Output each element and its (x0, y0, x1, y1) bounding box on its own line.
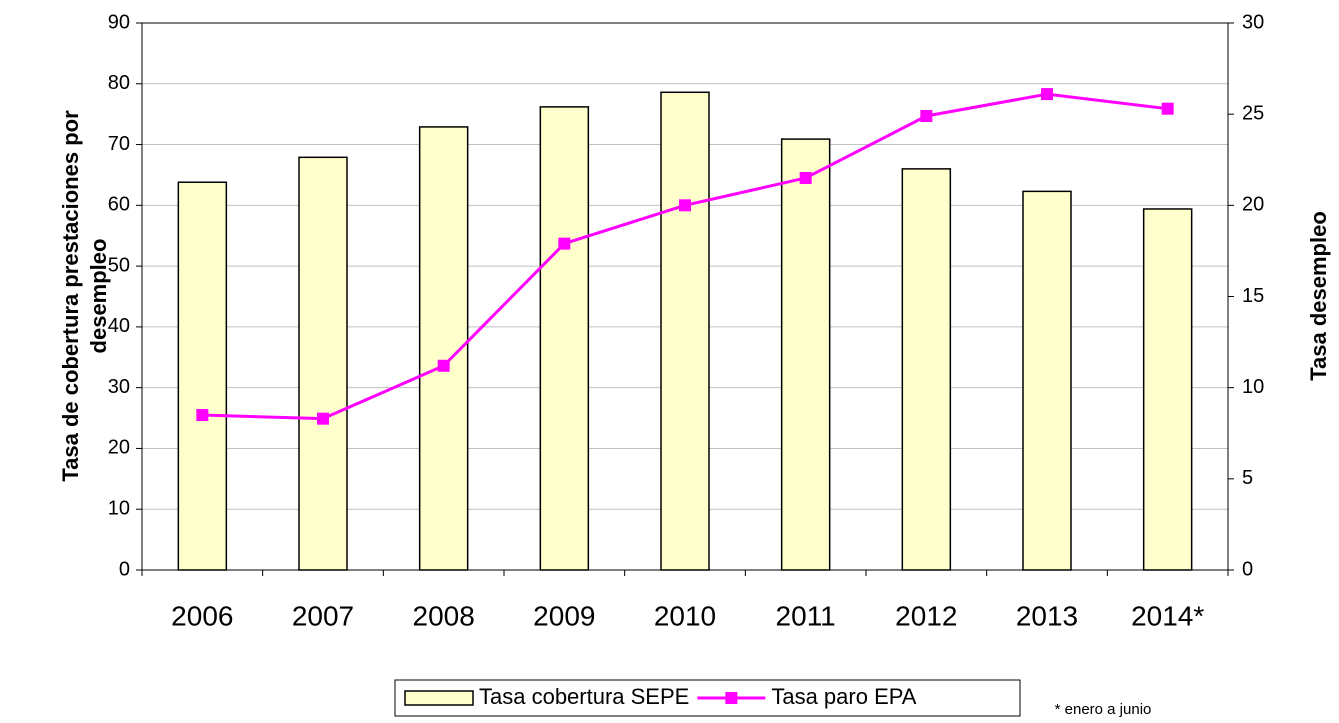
y-tick-label: 50 (108, 254, 130, 276)
y2-tick-label: 10 (1242, 376, 1264, 398)
y2-tick-label: 30 (1242, 11, 1264, 33)
x-tick-label: 2008 (413, 600, 475, 631)
marker (437, 359, 450, 372)
y-tick-label: 20 (108, 437, 130, 459)
y2-axis-title: Tasa desempleo (1306, 211, 1331, 381)
x-tick-label: 2006 (171, 600, 233, 631)
y-axis-title: Tasa de cobertura prestaciones por (58, 110, 83, 482)
bar (1022, 190, 1072, 571)
marker (317, 412, 329, 425)
y-tick-label: 90 (108, 11, 130, 33)
bar (177, 181, 228, 571)
bar (539, 106, 590, 571)
marker (679, 199, 691, 212)
y2-tick-label: 0 (1242, 558, 1253, 580)
x-tick-label: 2009 (533, 600, 595, 631)
x-tick-label: 2013 (1016, 600, 1078, 631)
bar (660, 91, 710, 571)
x-tick-label: 2007 (292, 600, 354, 631)
y-tick-label: 0 (119, 558, 130, 580)
y-tick-label: 80 (108, 72, 130, 94)
bar (780, 138, 831, 571)
y2-tick-label: 15 (1242, 285, 1264, 307)
annotation: * enero a junio (1055, 701, 1152, 718)
y-axis-title: desempleo (86, 239, 111, 354)
marker (920, 109, 933, 122)
y-tick-label: 30 (108, 376, 130, 398)
x-tick-label: 2014* (1131, 600, 1204, 631)
bar (298, 156, 348, 571)
marker (1041, 88, 1053, 101)
y2-tick-label: 20 (1242, 194, 1264, 216)
legend-label: Tasa paro EPA (771, 684, 916, 709)
marker (799, 171, 812, 184)
marker (558, 237, 571, 250)
y-tick-label: 70 (108, 133, 130, 155)
legend-swatch (725, 692, 738, 704)
marker (1161, 102, 1174, 115)
y-tick-label: 10 (108, 498, 130, 520)
bar (901, 168, 952, 571)
bar (1142, 208, 1193, 571)
x-tick-label: 2010 (654, 600, 716, 631)
y-tick-label: 40 (108, 315, 130, 337)
y-tick-label: 60 (108, 194, 130, 216)
y2-tick-label: 25 (1242, 102, 1264, 124)
y2-tick-label: 5 (1242, 467, 1253, 489)
marker (196, 409, 209, 422)
x-tick-label: 2011 (776, 600, 836, 631)
x-tick-label: 2012 (895, 600, 957, 631)
legend-swatch (404, 690, 474, 706)
legend-label: Tasa cobertura SEPE (479, 684, 689, 709)
